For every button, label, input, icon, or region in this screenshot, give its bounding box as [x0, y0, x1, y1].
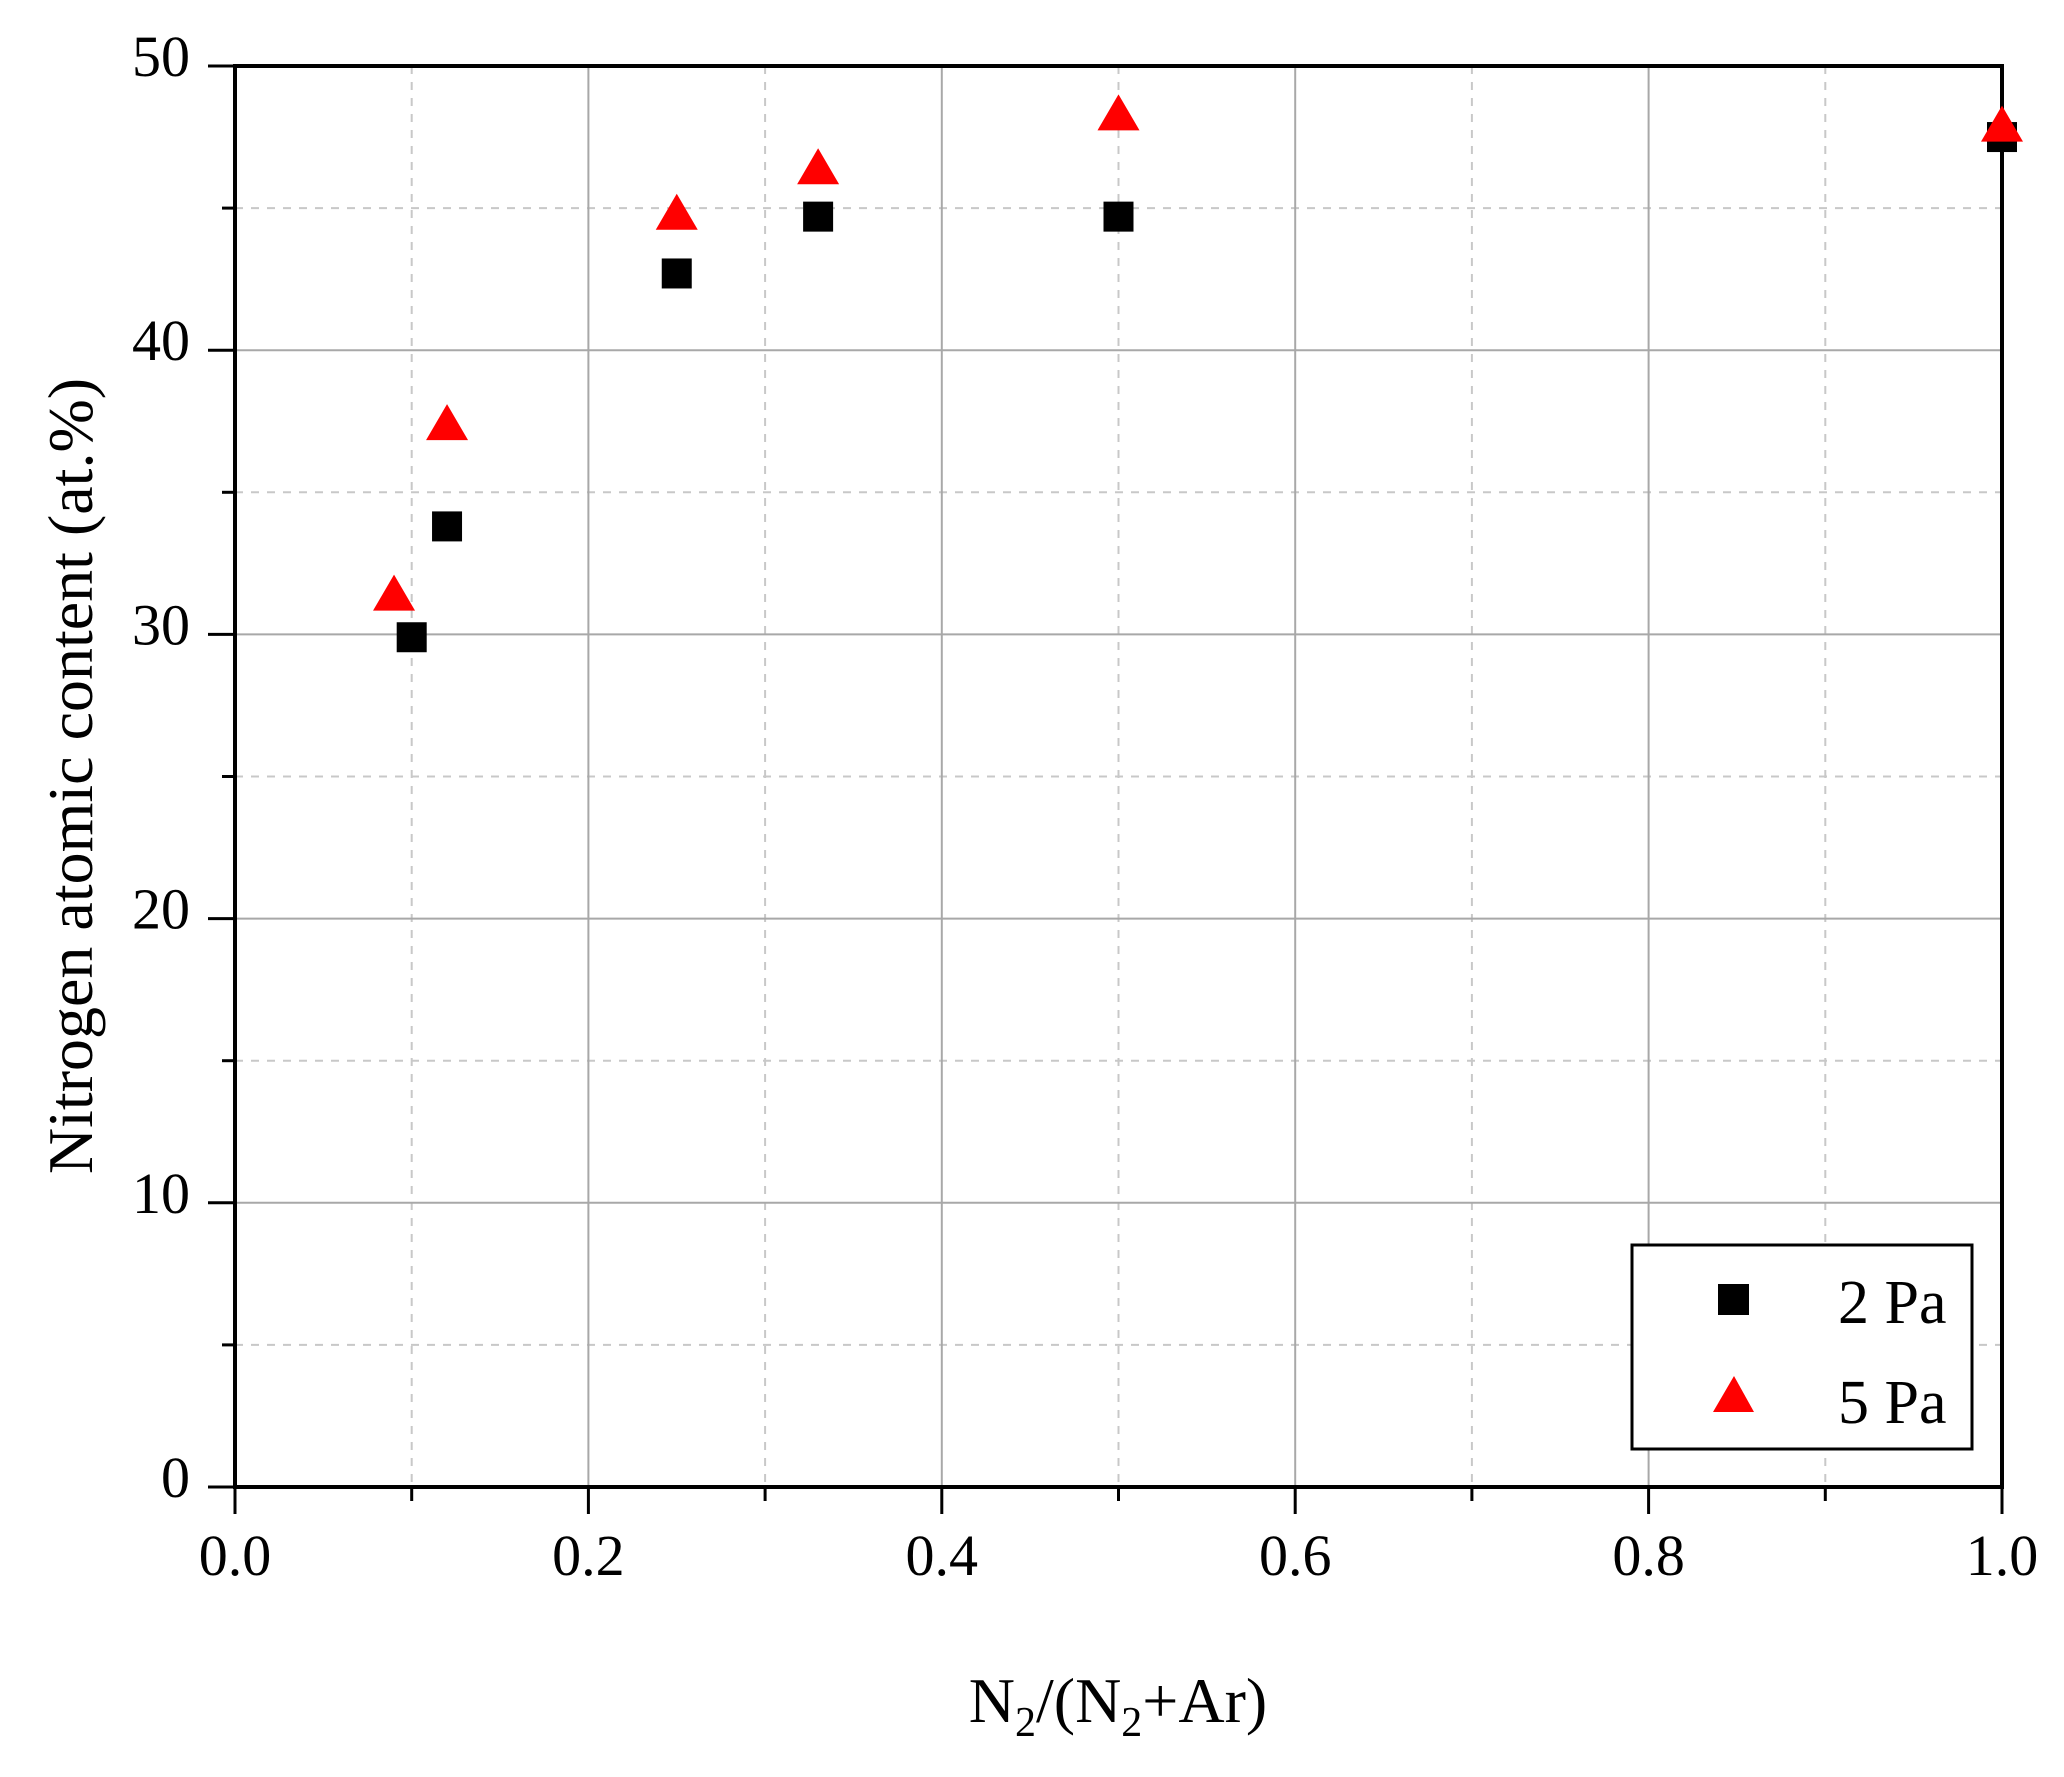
legend-triangle-marker-icon: [1713, 1376, 1754, 1412]
legend-label-2pa: 2 Pa: [1838, 1269, 1947, 1337]
data-point-triangle-marker: [797, 148, 840, 185]
x-axis-title-part: /(N: [1036, 1665, 1121, 1736]
x-axis-title-part: +Ar): [1142, 1665, 1267, 1736]
y-tick-label: 20: [132, 877, 190, 942]
data-point-square-marker: [803, 201, 834, 232]
data-point-triangle-marker: [1981, 105, 2023, 142]
x-tick-label: 1.0: [1966, 1523, 2039, 1588]
data-point-square-marker: [432, 511, 463, 542]
series-5-pa: [373, 94, 2023, 611]
x-axis-title: N2/(N2+Ar): [969, 1665, 1267, 1746]
y-tick-label: 40: [132, 308, 190, 373]
x-axis-tick-labels: 0.0 0.2 0.4 0.6 0.8 1.0: [199, 1523, 2039, 1588]
data-point-triangle-marker: [426, 404, 469, 441]
y-tick-label: 30: [132, 592, 190, 657]
plot-frame: [233, 64, 2004, 1489]
x-tick-label: 0.0: [199, 1523, 272, 1588]
data-point-square-marker: [396, 622, 427, 653]
data-point-triangle-marker: [373, 574, 416, 611]
x-axis-title-subscript: 2: [1121, 1700, 1142, 1746]
y-tick-label: 0: [161, 1445, 190, 1510]
x-tick-label: 0.6: [1259, 1523, 1332, 1588]
major-gridlines: [235, 66, 2002, 1487]
legend-square-marker-icon: [1718, 1284, 1749, 1315]
y-tick-label: 10: [132, 1161, 190, 1226]
series-2-pa: [396, 122, 2017, 653]
legend-box: [1630, 1243, 1974, 1451]
y-axis-tick-labels: 0 10 20 30 40 50: [132, 24, 190, 1510]
x-tick-label: 0.4: [906, 1523, 979, 1588]
x-tick-label: 0.2: [552, 1523, 625, 1588]
data-point-square-marker: [661, 258, 692, 289]
x-axis-title-subscript: 2: [1015, 1700, 1036, 1746]
axis-ticks: [208, 64, 2004, 1514]
data-series: [373, 94, 2023, 653]
y-axis-title: Nitrogen atomic content (at.%): [35, 378, 106, 1174]
data-point-triangle-marker: [655, 193, 698, 230]
x-tick-label: 0.8: [1612, 1523, 1685, 1588]
y-tick-label: 50: [132, 24, 190, 89]
legend: 2 Pa 5 Pa: [1630, 1243, 1974, 1451]
data-point-square-marker: [1103, 201, 1134, 232]
data-point-triangle-marker: [1097, 94, 1140, 131]
legend-label-5pa: 5 Pa: [1838, 1369, 1947, 1437]
x-axis-title-part: N: [969, 1665, 1015, 1736]
